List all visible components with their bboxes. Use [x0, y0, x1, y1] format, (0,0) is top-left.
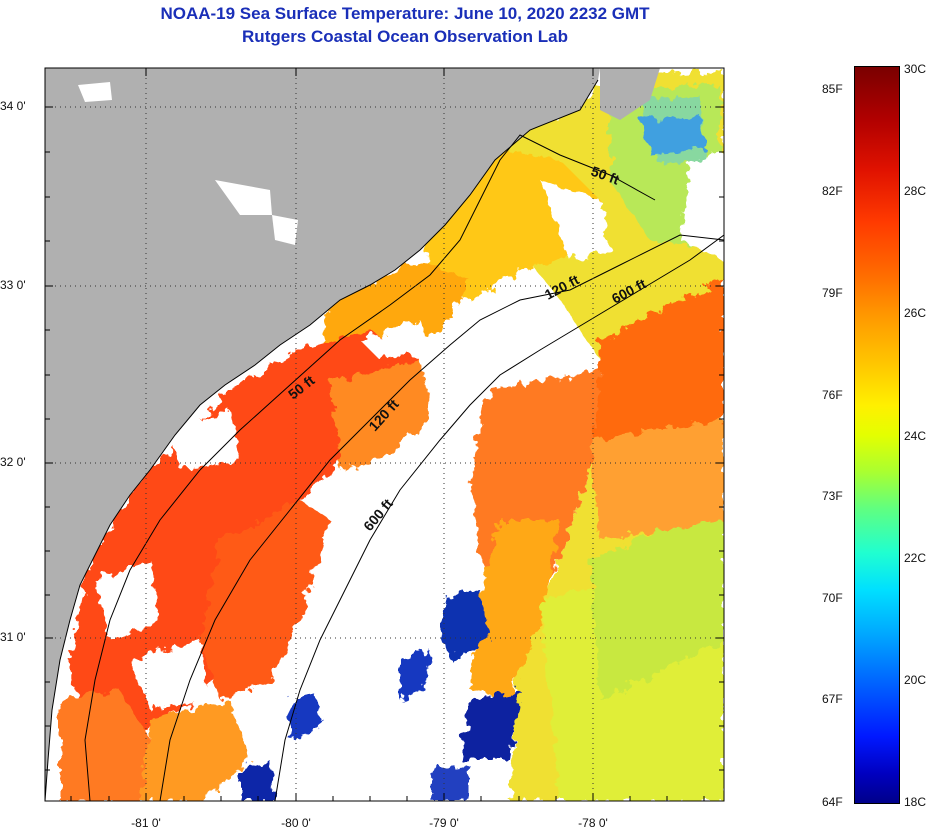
colorbar-label-f: 82F [822, 184, 843, 198]
lon-label: -78 0' [578, 816, 608, 830]
colorbar-label-c: 28C [904, 184, 927, 198]
lat-label: 33 0' [0, 278, 26, 292]
colorbar-label-c: 22C [904, 551, 927, 565]
grid-lines [45, 68, 724, 801]
colorbar-label-f: 85F [822, 82, 843, 96]
land-mass [45, 68, 600, 801]
isobath-120ft [159, 234, 724, 801]
lon-label: -80 0' [281, 816, 311, 830]
colorbar-label-c: 20C [904, 673, 927, 687]
lat-label: 31 0' [0, 630, 26, 644]
map-subtitle: Rutgers Coastal Ocean Observation Lab [242, 27, 568, 46]
lon-label: -81 0' [131, 816, 161, 830]
lat-label: 34 0' [0, 99, 26, 113]
cloud-mask [95, 150, 724, 801]
isobath-50ft [84, 134, 656, 801]
colorbar-label-f: 67F [822, 692, 843, 706]
map-title: NOAA-19 Sea Surface Temperature: June 10… [160, 4, 650, 23]
colorbar-label-f: 70F [822, 591, 843, 605]
isobath-600ft [274, 234, 724, 801]
colorbar-label-c: 26C [904, 306, 927, 320]
coastline [45, 79, 599, 801]
colorbar-label-f: 64F [822, 795, 843, 809]
colorbar-label-c: 18C [904, 795, 927, 809]
axis-ticks [45, 68, 724, 801]
lat-label: 32 0' [0, 455, 26, 469]
sst-field [60, 70, 724, 801]
colorbar-label-c: 30C [904, 62, 927, 76]
lon-label: -79 0' [429, 816, 459, 830]
colorbar-label-f: 73F [822, 489, 843, 503]
colorbar-label-c: 24C [904, 429, 927, 443]
map-frame [44, 67, 725, 802]
colorbar-label-f: 76F [822, 388, 843, 402]
colorbar-label-f: 79F [822, 286, 843, 300]
temperature-colorbar [854, 66, 900, 804]
